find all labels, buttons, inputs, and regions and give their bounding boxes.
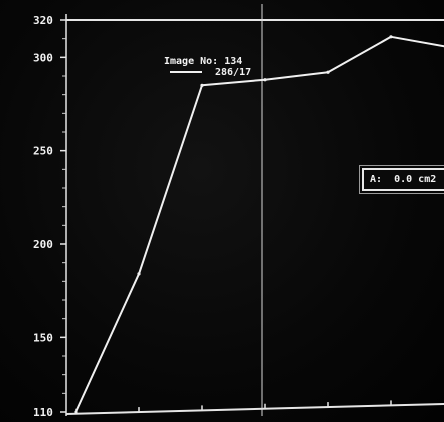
data-point — [326, 70, 330, 74]
data-point — [137, 272, 141, 276]
area-label: A: — [370, 174, 383, 185]
y-tick-label: 320 — [33, 14, 53, 27]
data-point — [74, 410, 78, 414]
chart-axes — [65, 14, 444, 416]
series-line — [75, 35, 444, 413]
x-axis-line — [65, 403, 444, 415]
y-tick-label: 250 — [33, 145, 53, 158]
y-ticks: 320 300 250 200 150 110 — [33, 14, 66, 419]
series-group — [74, 35, 444, 414]
area-readout: A: 0.0 cm2 — [358, 165, 444, 194]
legend-image-number: Image No: 134 — [164, 56, 242, 67]
y-tick-label: 200 — [33, 238, 53, 251]
area-value: 0.0 cm2 — [394, 174, 437, 185]
legend: Image No: 134 286/17 — [164, 56, 251, 78]
data-point — [200, 83, 204, 87]
legend-value: 286/17 — [215, 67, 251, 78]
data-point — [263, 78, 267, 82]
y-tick-label: 110 — [33, 406, 53, 419]
data-point — [389, 35, 393, 39]
y-tick-label: 150 — [33, 331, 53, 344]
y-tick-label: 300 — [33, 51, 53, 64]
